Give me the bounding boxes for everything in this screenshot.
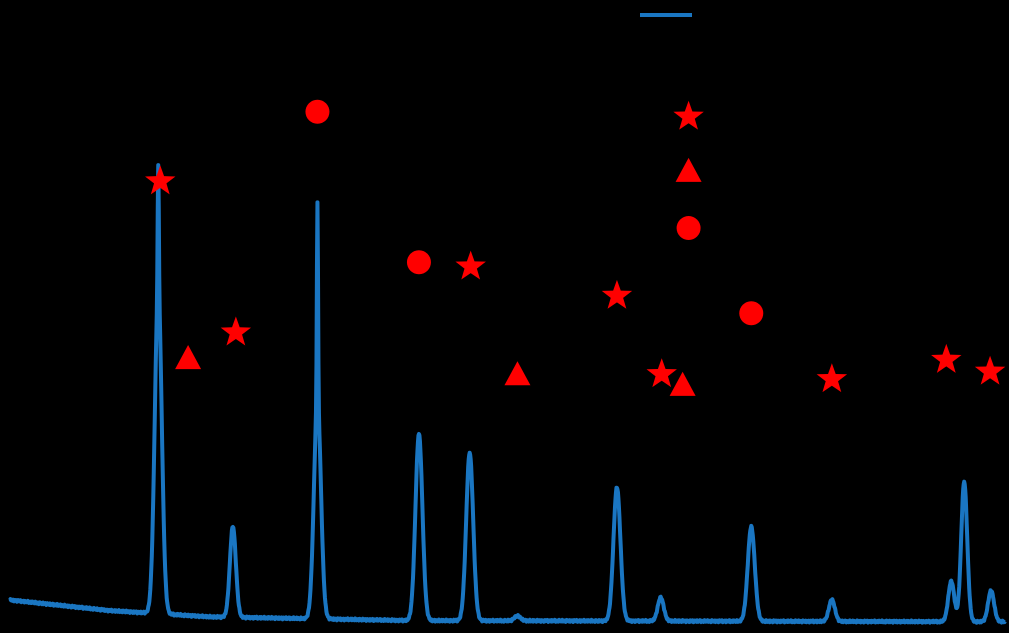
star-marker xyxy=(601,279,633,309)
circle-marker xyxy=(739,301,764,326)
triangle-marker xyxy=(669,371,696,396)
circle-marker xyxy=(305,99,330,124)
star-marker xyxy=(220,316,252,346)
circle-marker xyxy=(406,250,431,275)
triangle-marker xyxy=(675,157,702,182)
star-marker xyxy=(145,165,176,195)
circle-marker xyxy=(676,216,701,241)
trace-layer xyxy=(8,163,1007,625)
star-marker xyxy=(816,363,848,393)
triangle-marker xyxy=(504,361,531,386)
star-marker xyxy=(931,343,962,373)
star-marker xyxy=(673,100,704,130)
star-marker xyxy=(646,358,677,388)
series-line xyxy=(8,163,1007,625)
marker-layer xyxy=(145,99,1006,396)
star-marker xyxy=(974,355,1006,385)
triangle-marker xyxy=(175,345,202,370)
star-marker xyxy=(455,250,486,280)
